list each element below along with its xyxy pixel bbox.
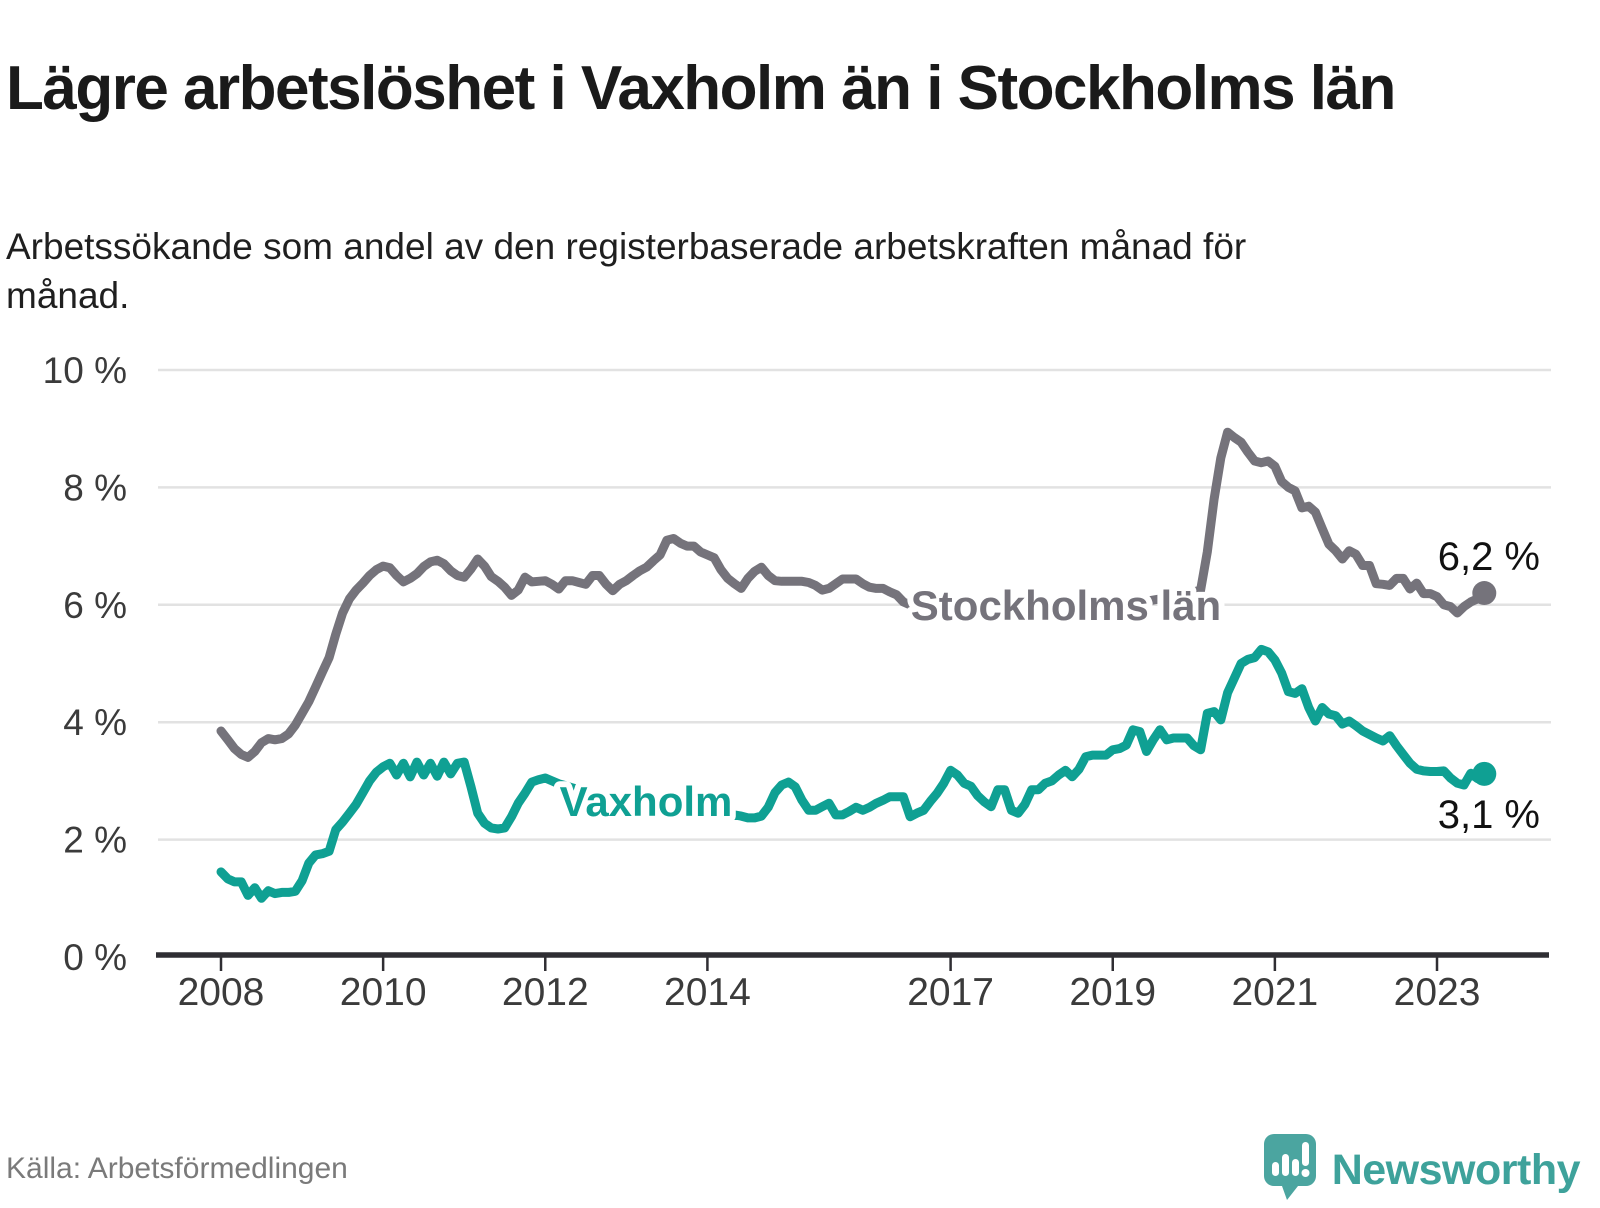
x-tick-label: 2012 — [502, 971, 589, 1014]
series-label: Vaxholm — [560, 778, 733, 825]
source-note: Källa: Arbetsförmedlingen — [6, 1152, 348, 1185]
x-tick-label: 2008 — [178, 971, 265, 1014]
series-label: Stockholms län — [911, 582, 1221, 629]
bar-tall — [1281, 1154, 1289, 1176]
page-title: Lägre arbetslöshet i Vaxholm än i Stockh… — [6, 53, 1396, 123]
x-tick-label: 2019 — [1069, 971, 1156, 1014]
x-tick-label: 2023 — [1394, 971, 1481, 1014]
newsworthy-logo: Newsworthy — [1262, 1132, 1581, 1208]
chart-subtitle: Arbetssökande som andel av den registerb… — [6, 226, 1247, 316]
x-tick-label: 2021 — [1231, 971, 1318, 1014]
y-tick-label: 6 % — [63, 585, 127, 626]
x-tick-label: 2017 — [907, 971, 994, 1014]
y-tick-label: 8 % — [63, 467, 127, 508]
bar-medium — [1291, 1159, 1299, 1176]
end-value-label: 3,1 % — [1438, 793, 1540, 837]
end-dot — [1472, 761, 1497, 786]
series-line-vaxholm — [216, 644, 1489, 903]
exclamation-dot — [1301, 1169, 1310, 1177]
series-line-stockholms-län — [216, 427, 1489, 762]
end-dot — [1472, 581, 1497, 606]
newsworthy-pin-icon — [1263, 1134, 1316, 1200]
end-value-label: 6,2 % — [1438, 535, 1540, 579]
y-tick-label: 2 % — [63, 820, 127, 861]
exclamation-bar — [1301, 1142, 1309, 1166]
y-tick-label: 0 % — [63, 937, 127, 978]
y-tick-label: 10 % — [43, 350, 127, 391]
x-tick-label: 2014 — [664, 971, 751, 1014]
brand-name: Newsworthy — [1331, 1145, 1581, 1194]
y-tick-label: 4 % — [63, 702, 127, 743]
bar-small — [1271, 1162, 1279, 1176]
x-tick-label: 2010 — [340, 971, 427, 1014]
